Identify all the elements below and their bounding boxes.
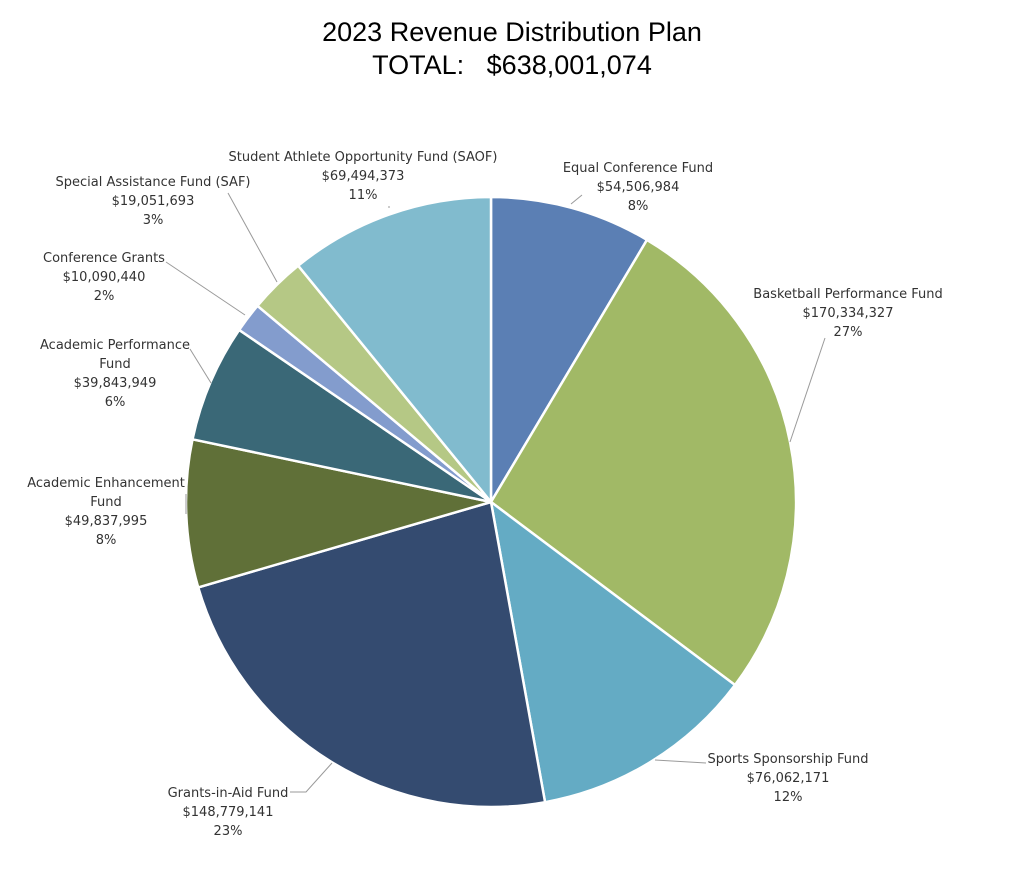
slice-percent-label: 3% bbox=[143, 213, 164, 228]
slice-percent-label: 27% bbox=[834, 325, 863, 340]
pie-slice bbox=[489, 499, 737, 804]
slice-name-label: Academic Enhancement bbox=[27, 476, 185, 491]
pie-slice bbox=[489, 238, 798, 687]
slice-percent-label: 12% bbox=[774, 790, 803, 805]
slice-name-label: Fund bbox=[99, 357, 131, 372]
slice-percent-label: 11% bbox=[349, 188, 378, 203]
slice-value-label: $170,334,327 bbox=[803, 306, 894, 321]
slice-name-label: Sports Sponsorship Fund bbox=[707, 752, 868, 767]
slice-value-label: $49,837,995 bbox=[65, 514, 148, 529]
leader-line bbox=[290, 762, 333, 793]
slice-value-label: $54,506,984 bbox=[597, 180, 680, 195]
slice-name-label: Special Assistance Fund (SAF) bbox=[55, 175, 250, 190]
leader-lines bbox=[165, 192, 826, 793]
pie-slice bbox=[196, 500, 547, 809]
chart-subtitle: TOTAL: $638,001,074 bbox=[372, 50, 652, 80]
slice-value-label: $76,062,171 bbox=[747, 771, 830, 786]
leader-line bbox=[654, 759, 707, 764]
slice-name-label: Academic Performance bbox=[40, 338, 190, 353]
slice-percent-label: 8% bbox=[96, 533, 117, 548]
slice-name-label: Equal Conference Fund bbox=[563, 161, 713, 176]
pie-slices bbox=[184, 195, 798, 809]
leader-line bbox=[189, 348, 212, 384]
leader-line bbox=[227, 192, 278, 283]
slice-percent-label: 6% bbox=[105, 395, 126, 410]
chart-title: 2023 Revenue Distribution Plan bbox=[322, 17, 702, 47]
slice-name-label: Student Athlete Opportunity Fund (SAOF) bbox=[229, 150, 498, 165]
slice-percent-label: 23% bbox=[214, 824, 243, 839]
slice-value-label: $10,090,440 bbox=[63, 270, 146, 285]
slice-value-label: $19,051,693 bbox=[112, 194, 195, 209]
leader-line bbox=[789, 337, 826, 443]
slice-name-label: Basketball Performance Fund bbox=[753, 287, 942, 302]
slice-value-label: $69,494,373 bbox=[322, 169, 405, 184]
leader-line bbox=[570, 194, 583, 205]
slice-percent-label: 2% bbox=[94, 289, 115, 304]
slice-percent-label: 8% bbox=[628, 199, 649, 214]
pie-slice bbox=[489, 195, 649, 507]
pie-slice bbox=[296, 195, 493, 506]
slice-name-label: Grants-in-Aid Fund bbox=[168, 786, 289, 801]
slice-value-label: $39,843,949 bbox=[74, 376, 157, 391]
slice-name-label: Conference Grants bbox=[43, 251, 165, 266]
slice-labels: Equal Conference Fund $54,506,984 8% Basket… bbox=[27, 150, 943, 839]
slice-name-label: Fund bbox=[90, 495, 122, 510]
leader-line bbox=[165, 261, 246, 316]
slice-value-label: $148,779,141 bbox=[183, 805, 274, 820]
